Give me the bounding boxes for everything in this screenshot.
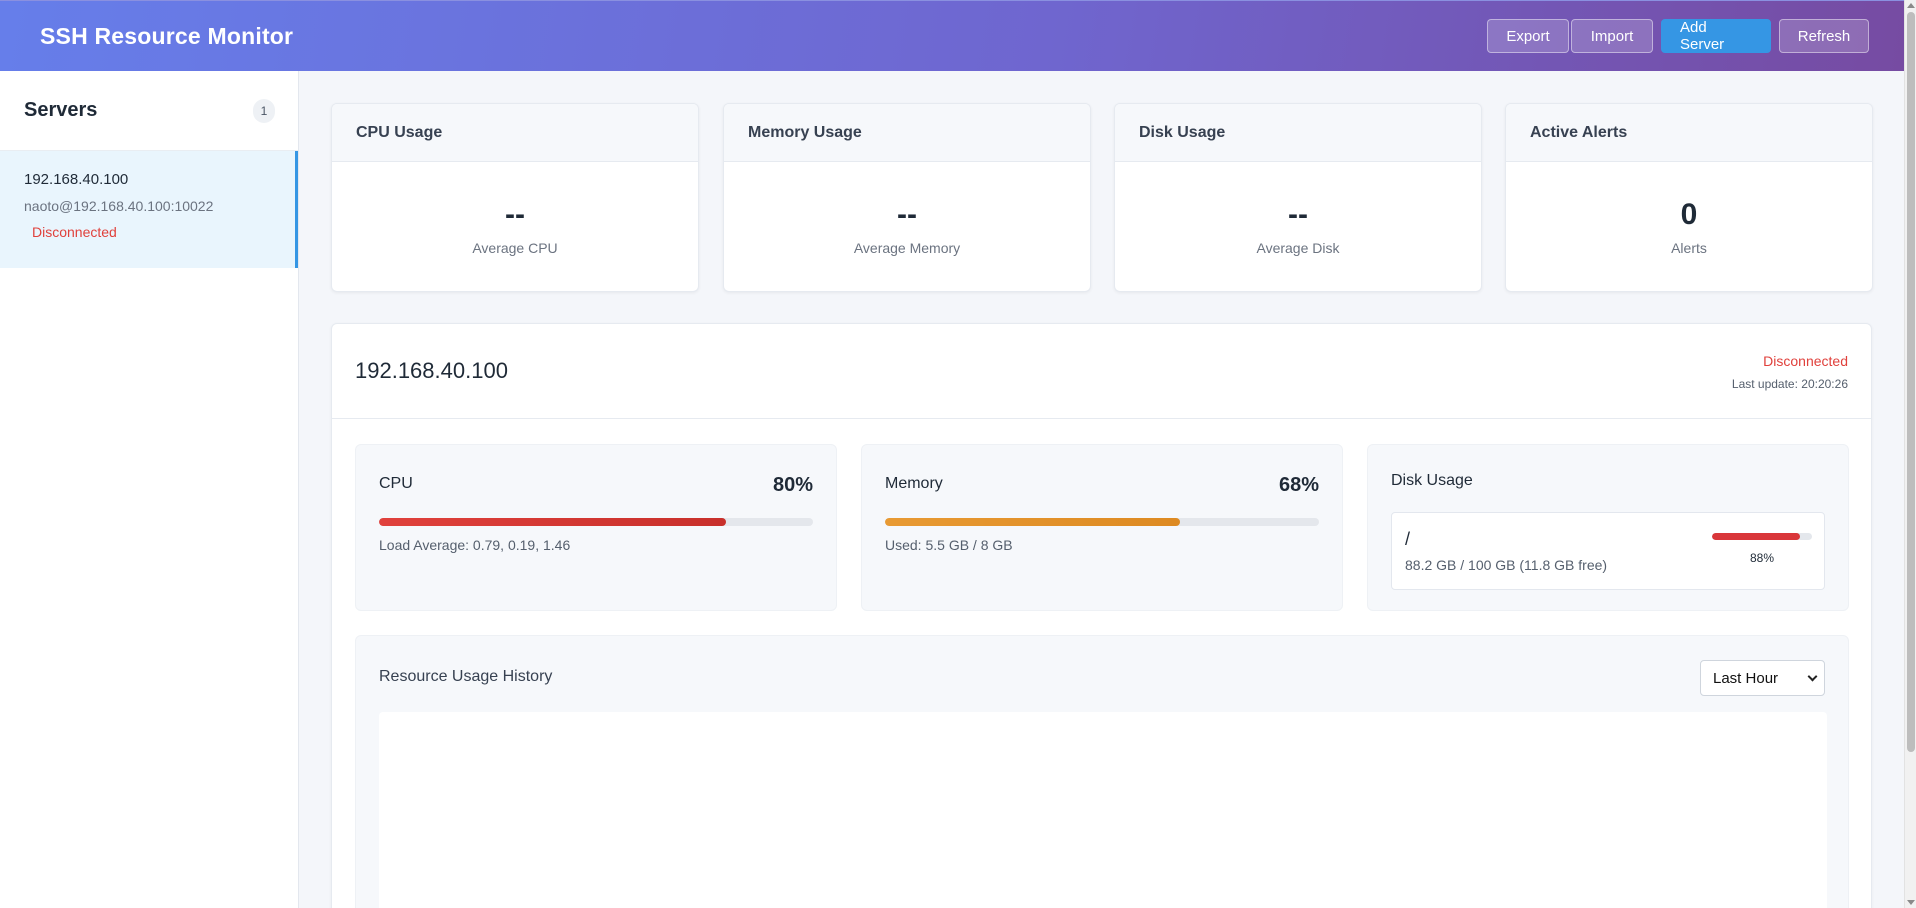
disk-size: 88.2 GB / 100 GB (11.8 GB free) [1405,557,1608,573]
history-chart-area [379,712,1827,908]
metric-label: Disk Usage [1391,472,1473,489]
card-label: Average Memory [853,240,961,256]
scroll-thumb[interactable] [1907,12,1915,752]
import-button[interactable]: Import [1571,19,1653,53]
detail-title: 192.168.40.100 [355,358,508,383]
app-header: SSH Resource Monitor Export Import Add S… [0,0,1904,71]
disk-entry: / 88.2 GB / 100 GB (11.8 GB free) 88% [1391,512,1825,590]
memory-metric: Memory 68% Used: 5.5 GB / 8 GB [861,444,1343,611]
detail-header: 192.168.40.100 Disconnected Last update:… [332,324,1871,419]
card-value: 0 [1680,198,1698,231]
cpu-metric: CPU 80% Load Average: 0.79, 0.19, 1.46 [355,444,837,611]
disk-summary-card: Disk Usage -- Average Disk [1114,103,1482,292]
progress-track [885,518,1319,526]
scroll-up-icon[interactable] [1907,3,1915,8]
card-label: Average CPU [472,240,558,256]
metric-note: Used: 5.5 GB / 8 GB [885,537,1013,553]
time-range-select[interactable]: Last Hour [1700,660,1825,696]
disk-metric: Disk Usage / 88.2 GB / 100 GB (11.8 GB f… [1367,444,1849,611]
progress-track [1712,533,1812,540]
memory-summary-card: Memory Usage -- Average Memory [723,103,1091,292]
disk-mount: / [1405,529,1411,549]
metric-label: CPU [379,475,413,492]
history-title: Resource Usage History [379,668,553,685]
metric-note: Load Average: 0.79, 0.19, 1.46 [379,537,571,553]
server-status: Disconnected [32,224,117,240]
chevron-down-icon [1807,671,1818,681]
add-server-button[interactable]: Add Server [1661,19,1771,53]
metric-label: Memory [885,475,943,492]
metric-value: 80% [772,474,813,496]
card-label: Alerts [1671,240,1707,256]
server-name: 192.168.40.100 [24,171,129,188]
usage-history-panel: Resource Usage History Last Hour [355,635,1849,908]
page-scrollbar[interactable] [1904,0,1916,908]
card-title: Memory Usage [724,104,1090,162]
sidebar-header: Servers 1 [0,71,298,151]
export-button[interactable]: Export [1487,19,1569,53]
cpu-summary-card: CPU Usage -- Average CPU [331,103,699,292]
card-title: Active Alerts [1506,104,1872,162]
detail-status: Disconnected [1763,353,1848,369]
refresh-button[interactable]: Refresh [1779,19,1869,53]
card-title: CPU Usage [332,104,698,162]
time-range-value: Last Hour [1713,669,1779,687]
sidebar-title: Servers [24,99,98,121]
card-value: -- [1288,198,1308,231]
cpu-progress-fill [379,518,727,526]
card-value: -- [897,198,917,231]
scroll-down-icon[interactable] [1907,900,1915,905]
metric-value: 68% [1278,474,1319,496]
alerts-summary-card: Active Alerts 0 Alerts [1505,103,1873,292]
server-detail-panel: 192.168.40.100 Disconnected Last update:… [331,323,1872,908]
card-title: Disk Usage [1115,104,1481,162]
card-label: Average Disk [1256,240,1340,256]
sidebar: Servers 1 192.168.40.100 naoto@192.168.4… [0,71,299,908]
server-connection: naoto@192.168.40.100:10022 [24,198,214,214]
main-content: CPU Usage -- Average CPU Memory Usage --… [299,71,1904,908]
header-actions: Export Import Add Server Refresh [1487,19,1869,53]
disk-percent: 88% [1749,551,1775,565]
card-value: -- [505,198,525,231]
memory-progress-fill [885,518,1181,526]
server-list-item[interactable]: 192.168.40.100 naoto@192.168.40.100:1002… [0,151,298,268]
disk-progress-fill [1712,533,1800,540]
last-update: Last update: 20:20:26 [1731,377,1848,391]
server-count-badge: 1 [253,98,275,123]
app-title: SSH Resource Monitor [40,22,294,49]
progress-track [379,518,813,526]
